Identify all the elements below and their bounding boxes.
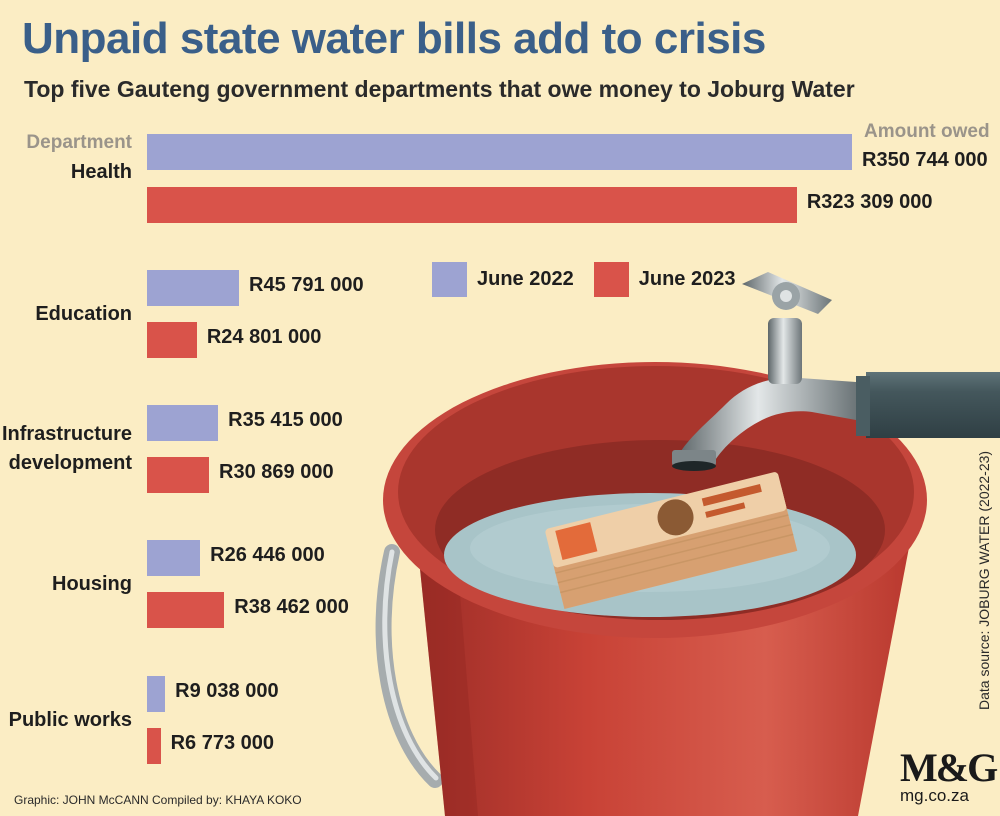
category-label-education: Education bbox=[35, 300, 132, 329]
credits: Graphic: JOHN McCANN Compiled by: KHAYA … bbox=[14, 793, 302, 807]
chart-subtitle: Top five Gauteng government departments … bbox=[24, 76, 855, 102]
bar-health-june-2022 bbox=[147, 134, 852, 170]
category-label-line: Public works bbox=[8, 708, 132, 731]
category-label-line: Education bbox=[35, 302, 132, 325]
mg-url: mg.co.za bbox=[900, 786, 969, 805]
value-label-health-june-2023: R323 309 000 bbox=[806, 191, 933, 213]
bar-infrastructure-development-june-2022 bbox=[147, 405, 219, 441]
bar-housing-june-2022 bbox=[147, 540, 201, 576]
value-label-public-works-june-2023: R6 773 000 bbox=[170, 732, 275, 754]
data-source: Data source: JOBURG WATER (2022-23) bbox=[976, 450, 992, 710]
category-label-line: development bbox=[8, 452, 132, 474]
bar-education-june-2022 bbox=[147, 270, 240, 306]
chart-title: Unpaid state water bills add to crisis bbox=[22, 14, 766, 63]
legend-item-june-2023: June 2023 bbox=[593, 262, 736, 297]
legend-swatch-june-2022 bbox=[432, 262, 467, 297]
value-label-education-june-2023: R24 801 000 bbox=[206, 326, 322, 348]
bar-public-works-june-2023 bbox=[147, 728, 161, 764]
category-label-line: Health bbox=[70, 161, 132, 183]
bar-public-works-june-2022 bbox=[147, 676, 166, 712]
bar-education-june-2023 bbox=[147, 322, 197, 358]
mg-logo: M&G bbox=[900, 745, 998, 790]
value-label-housing-june-2023: R38 462 000 bbox=[234, 596, 349, 618]
category-label-line: Housing bbox=[52, 572, 132, 595]
category-label-line: Infrastructure bbox=[1, 423, 132, 445]
category-label-infrastructure-development: Infrastructure development bbox=[2, 420, 132, 478]
amount-axis-label: Amount owed bbox=[864, 121, 990, 142]
category-label-public-works: Public works bbox=[9, 706, 132, 735]
legend-swatch-june-2023 bbox=[593, 262, 629, 297]
value-label-infrastructure-development-june-2022: R35 415 000 bbox=[228, 409, 343, 431]
legend: June 2022 June 2023 bbox=[432, 262, 755, 297]
category-label-health: Health bbox=[71, 158, 132, 187]
legend-label-june-2023: June 2023 bbox=[638, 268, 736, 290]
legend-item-june-2022: June 2022 bbox=[432, 262, 574, 297]
department-axis-label: Department bbox=[26, 132, 132, 153]
value-label-infrastructure-development-june-2023: R30 869 000 bbox=[219, 461, 334, 483]
value-label-housing-june-2022: R26 446 000 bbox=[210, 544, 325, 566]
value-label-public-works-june-2022: R9 038 000 bbox=[175, 680, 279, 702]
value-label-education-june-2022: R45 791 000 bbox=[249, 274, 364, 296]
bar-housing-june-2023 bbox=[147, 592, 225, 628]
bar-infrastructure-development-june-2023 bbox=[147, 457, 210, 493]
legend-label-june-2022: June 2022 bbox=[477, 268, 574, 290]
value-label-health-june-2022: R350 744 000 bbox=[862, 149, 988, 171]
category-label-housing: Housing bbox=[52, 570, 132, 599]
bar-health-june-2023 bbox=[147, 187, 797, 223]
